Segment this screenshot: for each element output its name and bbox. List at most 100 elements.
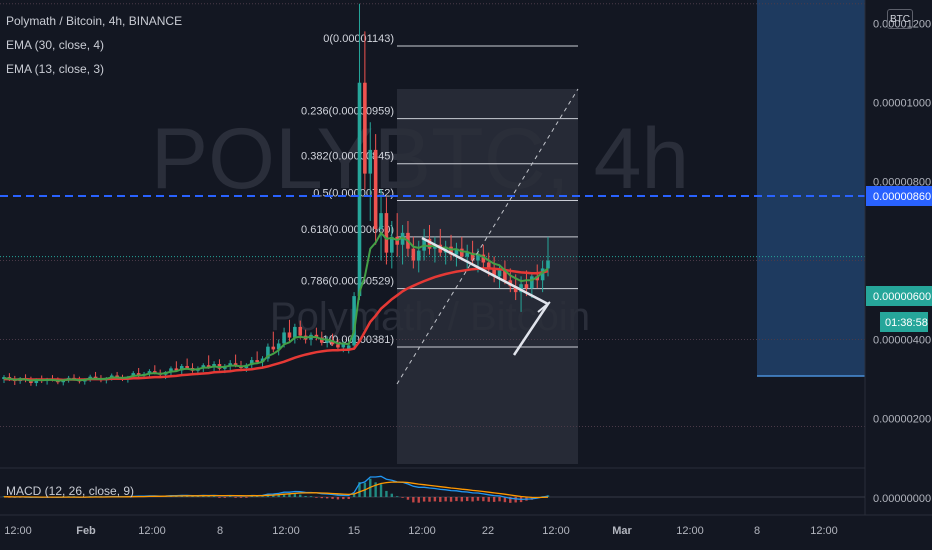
- candle-body: [460, 248, 464, 257]
- macd-histogram-bar: [309, 496, 313, 497]
- candle-body: [341, 343, 346, 348]
- candle-body: [540, 268, 545, 281]
- time-tick-label: 12:00: [810, 525, 838, 537]
- candle-body: [357, 82, 362, 297]
- macd-histogram-bar: [444, 497, 447, 502]
- macd-histogram-bar: [266, 494, 270, 497]
- candle-body: [233, 363, 238, 366]
- macd-histogram-bar: [218, 497, 221, 498]
- time-tick-label: 12:00: [138, 525, 166, 537]
- macd-histogram-bar: [320, 497, 323, 499]
- macd-histogram-bar: [202, 496, 205, 497]
- currency-badge[interactable]: BTC: [887, 9, 913, 29]
- macd-histogram-bar: [272, 495, 275, 497]
- fib-level-label: 0.618(0.00000660): [301, 224, 394, 236]
- fib-level-label: 0(0.00001143): [323, 33, 394, 45]
- macd-histogram-bar: [277, 494, 280, 497]
- time-tick-label: 8: [754, 525, 760, 537]
- macd-histogram-bar: [460, 497, 464, 502]
- macd-histogram-bar: [185, 496, 189, 497]
- macd-histogram-bar: [503, 497, 507, 503]
- macd-histogram-bar: [191, 496, 194, 497]
- macd-histogram-bar: [466, 497, 469, 502]
- candle-body: [379, 213, 383, 229]
- macd-histogram-bar: [514, 497, 517, 503]
- candle-body: [136, 373, 141, 376]
- candle-body: [535, 276, 540, 281]
- candle-body: [470, 252, 475, 261]
- horizontal-levels: [0, 3, 865, 427]
- time-tick-label: 22: [482, 525, 494, 537]
- projection-zone[interactable]: [757, 0, 865, 376]
- time-tick-label: Feb: [76, 525, 96, 537]
- macd-histogram-bar: [455, 497, 458, 502]
- candle-body: [330, 340, 335, 345]
- candle-body: [373, 149, 378, 229]
- candle-body: [255, 360, 259, 363]
- triangle-apex: [537, 301, 551, 313]
- fib-level-label: 0.382(0.00000845): [301, 151, 394, 163]
- fib-level-label: 0.236(0.00000959): [301, 106, 394, 118]
- candle-body: [497, 270, 502, 277]
- macd-histogram-bar: [299, 494, 302, 497]
- macd-histogram-bar: [428, 497, 431, 502]
- macd-histogram-bar: [422, 497, 426, 502]
- ema-fast-legend[interactable]: EMA (13, close, 3): [6, 62, 105, 76]
- candle-body: [416, 250, 421, 261]
- candle-body: [115, 375, 119, 378]
- macd-histogram-bar: [374, 482, 377, 497]
- candle-body: [486, 262, 491, 269]
- candle-body: [411, 248, 416, 261]
- macd-histogram-bar: [546, 495, 550, 497]
- macd-histogram-bar: [250, 496, 253, 497]
- macd-histogram-bar: [385, 490, 388, 497]
- macd-histogram-bar: [471, 497, 474, 502]
- macd-histogram-bar: [358, 482, 361, 497]
- macd-signal-line: [4, 481, 549, 499]
- macd-histogram-bar: [347, 497, 350, 499]
- chart-title[interactable]: Polymath / Bitcoin, 4h, BINANCE: [6, 14, 183, 28]
- countdown-text: 01:38:58: [885, 317, 928, 329]
- alert-price-tag[interactable]: [866, 186, 932, 206]
- current-price-text: 0.00000600: [873, 291, 931, 303]
- macd-histogram-bar: [325, 497, 329, 499]
- macd-histogram-bar: [439, 497, 442, 502]
- candle-body: [34, 379, 39, 384]
- time-tick-label: 8: [217, 525, 223, 537]
- candle-body: [427, 238, 432, 249]
- macd-histogram-bar: [245, 497, 248, 498]
- candle-body: [454, 248, 459, 255]
- macd-histogram-bar: [196, 496, 200, 497]
- candle-body: [298, 326, 303, 336]
- candle-body: [174, 368, 179, 371]
- candle-body: [503, 270, 507, 281]
- time-tick-label: 15: [348, 525, 360, 537]
- fib-level-label: 0.5(0.00000752): [313, 187, 394, 199]
- macd-histogram-bar: [293, 493, 297, 497]
- macd-histogram-bar: [212, 496, 216, 497]
- time-axis[interactable]: 12:00 Feb 12:00 8 12:00 15 12:00 22 12:00 Mar 12:0…: [4, 525, 838, 537]
- time-tick-label: 12:00: [676, 525, 704, 537]
- fib-trend-line[interactable]: [396, 88, 579, 385]
- candle-body: [524, 284, 529, 289]
- fib-zone[interactable]: [397, 89, 578, 464]
- macd-histogram-bar: [207, 496, 210, 497]
- current-price-tag[interactable]: [866, 286, 932, 306]
- candle-body: [153, 371, 157, 373]
- ema-slow-legend[interactable]: EMA (30, close, 4): [6, 38, 105, 52]
- candle-body: [287, 332, 292, 338]
- candle-body: [293, 326, 297, 338]
- macd-histogram-bar: [498, 497, 501, 502]
- ema-fast-line[interactable]: [3, 231, 549, 382]
- candle-body: [282, 332, 286, 344]
- macd-histogram-bar: [487, 497, 490, 502]
- macd-histogram-bar: [234, 497, 237, 498]
- macd-histogram-bar: [288, 494, 291, 497]
- candle-body: [530, 276, 534, 289]
- macd-histogram-bar: [412, 497, 415, 503]
- macd-histogram-bar: [406, 497, 410, 500]
- candle-body: [271, 346, 276, 350]
- macd-pane[interactable]: [0, 475, 865, 503]
- macd-legend[interactable]: MACD (12, 26, close, 9): [6, 484, 135, 498]
